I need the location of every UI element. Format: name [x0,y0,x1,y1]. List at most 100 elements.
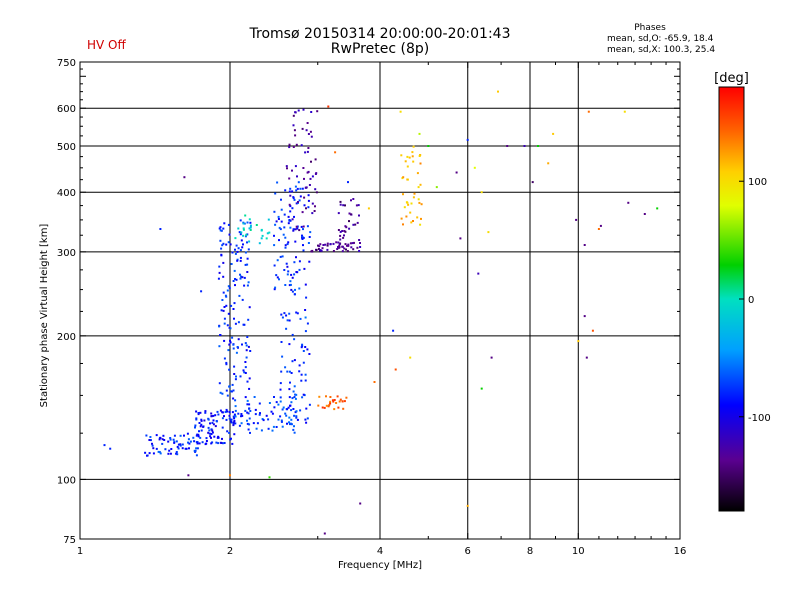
data-point [170,448,173,450]
data-point [292,390,295,393]
data-point [597,228,600,230]
data-point [332,250,335,252]
data-point [281,408,284,411]
data-point [199,411,202,414]
data-point [304,309,307,311]
data-point [346,244,348,247]
data-point [244,263,247,266]
data-point [308,236,311,238]
data-point [242,228,245,231]
data-point [288,421,290,424]
data-point [172,438,175,441]
data-point [326,244,329,247]
data-point [306,225,309,228]
data-point [204,443,207,446]
data-point [289,219,292,222]
data-point [301,345,304,348]
data-point [232,308,235,310]
data-point [289,210,292,213]
data-point [314,158,317,161]
data-point [301,211,304,214]
data-point [240,422,243,425]
data-point [304,418,307,421]
data-point [301,396,304,399]
data-point [300,225,303,228]
data-point [283,312,286,315]
data-point [232,422,235,425]
data-point [295,393,298,396]
data-point [210,415,213,418]
data-point [400,154,403,157]
data-point [273,264,276,267]
data-point [480,191,483,194]
data-point [248,387,251,390]
data-point [239,219,242,222]
data-point [230,418,233,421]
data-point [199,436,202,439]
data-point [230,263,233,265]
data-point [289,205,292,208]
data-point [287,241,290,244]
data-point [285,165,288,168]
data-point [223,317,226,320]
data-point [409,211,412,214]
data-point [268,231,271,234]
data-point [234,378,237,381]
y-tick-label: 750 [57,58,76,69]
data-point [237,338,240,341]
data-point [244,214,247,217]
data-point [288,388,291,391]
data-point [232,421,235,424]
data-point [356,221,359,224]
data-point [335,402,338,404]
data-point [187,474,190,477]
data-point [311,212,314,215]
data-point [248,240,251,243]
data-point [249,229,252,231]
x-axis-label: Frequency [MHz] [338,560,422,571]
data-point [274,286,277,289]
data-point [249,431,251,434]
data-point [345,396,348,399]
data-point [406,165,409,168]
data-point [310,160,312,163]
data-point [249,410,252,412]
data-point [308,184,311,186]
data-point [222,442,224,445]
data-point [288,319,291,322]
data-point [211,421,214,424]
data-point [273,406,276,409]
data-point [313,210,316,212]
data-point [310,250,313,253]
data-point [176,445,179,448]
data-point [358,214,360,217]
data-point [293,359,296,362]
data-point [400,217,403,220]
data-point [341,230,344,232]
data-point [246,422,249,425]
data-point [200,418,203,421]
data-point [316,110,319,113]
data-point [339,398,342,401]
data-point [343,234,345,237]
data-point [352,198,355,200]
data-point [179,443,182,446]
data-point [300,379,303,382]
data-point [280,420,283,423]
data-point [195,441,198,444]
data-point [297,109,300,112]
data-point [249,224,252,227]
data-point [343,400,346,403]
data-point [169,437,172,439]
data-point [195,447,198,450]
data-point [418,155,421,157]
data-point [246,403,249,406]
data-point [315,249,318,251]
data-point [284,366,287,369]
data-point [274,192,277,195]
data-point [289,226,292,229]
data-point [298,199,301,202]
data-point [309,177,312,180]
data-point [277,215,280,218]
data-point [281,316,284,319]
